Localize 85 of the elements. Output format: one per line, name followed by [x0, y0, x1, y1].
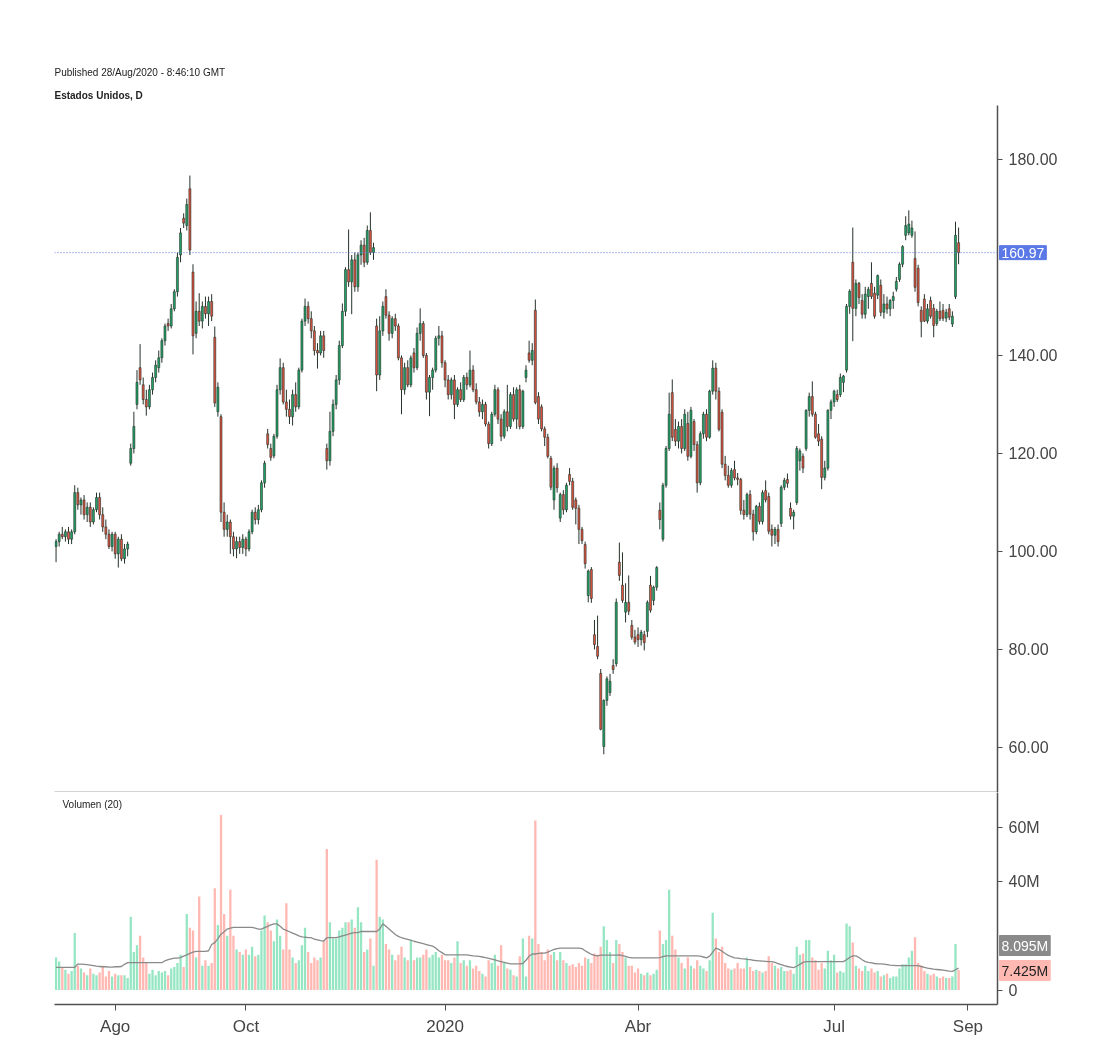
bar	[453, 957, 456, 991]
bar	[624, 957, 627, 991]
bar	[263, 915, 266, 991]
bar	[179, 954, 182, 991]
candlestick	[745, 492, 749, 518]
candlestick	[468, 350, 472, 388]
candlestick	[207, 296, 210, 327]
y-tick-label: 140.00	[1008, 347, 1058, 365]
bar	[285, 903, 288, 991]
text: Volumen (20)	[62, 798, 122, 810]
y-tick-label: 180.00	[1008, 151, 1058, 169]
bar	[400, 946, 403, 991]
candlestick	[562, 489, 565, 516]
bar	[375, 859, 378, 991]
candlestick	[110, 531, 114, 552]
candlestick	[123, 543, 126, 565]
y-tick-label: 60.00	[1008, 739, 1049, 757]
candlestick	[944, 308, 948, 323]
bar	[456, 941, 459, 991]
text: 8.095M	[1001, 937, 1049, 954]
candlestick	[235, 536, 238, 559]
bar	[677, 957, 680, 991]
y-tick-label: 0	[1008, 981, 1018, 999]
x-tick-label: Abr	[624, 1016, 652, 1036]
bar	[372, 965, 375, 991]
bar	[148, 973, 151, 991]
candlestick	[680, 418, 683, 454]
candlestick	[527, 340, 531, 364]
candlestick	[450, 376, 453, 401]
candlestick	[776, 523, 780, 548]
x-tick-label: 2020	[426, 1016, 464, 1036]
candlestick	[773, 526, 777, 545]
bar	[204, 960, 207, 991]
bar	[428, 957, 431, 991]
y-tick-label: 100.00	[1008, 543, 1058, 561]
bar	[593, 953, 596, 991]
candlestick	[863, 286, 867, 320]
y-tick-label: 60M	[1008, 818, 1040, 836]
candlestick	[907, 209, 911, 236]
x-tick-label: Sep	[952, 1016, 984, 1036]
candlestick	[117, 536, 120, 569]
bar	[957, 969, 960, 991]
bar	[789, 969, 792, 991]
candlestick	[459, 381, 462, 403]
candlestick	[204, 296, 207, 320]
candlestick	[596, 615, 599, 660]
candlestick	[941, 303, 945, 322]
bar	[369, 938, 372, 991]
bar	[898, 968, 901, 991]
candlestick	[558, 492, 562, 523]
text: 7.425M	[1001, 962, 1049, 979]
candlestick	[229, 519, 232, 555]
bar	[618, 943, 621, 991]
candlestick	[627, 574, 630, 616]
bar	[954, 943, 957, 991]
bar	[291, 957, 294, 991]
x-tick-label: Jul	[823, 1016, 845, 1036]
bar	[736, 962, 739, 991]
bar	[151, 969, 154, 991]
candlestick	[462, 374, 466, 403]
x-tick-label: Ago	[100, 1016, 131, 1036]
text: Published 28/Aug/2020 - 8:46:10 GMT	[54, 66, 226, 78]
candlestick	[82, 494, 86, 521]
y-tick-label: 80.00	[1008, 641, 1049, 659]
y-tick-label: 40M	[1008, 873, 1040, 891]
candlestick	[801, 452, 805, 474]
candlestick	[225, 514, 229, 538]
bar	[92, 973, 95, 991]
candlestick	[792, 509, 795, 530]
line-series	[55, 923, 960, 973]
bar	[425, 949, 428, 991]
candlestick	[630, 619, 634, 641]
y-tick-label: 120.00	[1008, 445, 1058, 463]
ref-line-label: 160.97	[1001, 244, 1045, 261]
candlestick	[85, 501, 89, 523]
bar	[313, 957, 316, 991]
candlestick	[677, 421, 680, 450]
candlestick	[322, 330, 325, 359]
chart-title: Estados Unidos, D	[54, 89, 143, 101]
candlestick	[210, 293, 213, 322]
candlestick	[524, 364, 528, 383]
bar	[680, 962, 683, 991]
candlestick	[406, 359, 410, 388]
x-tick-label: Oct	[232, 1016, 260, 1036]
candlestick	[938, 301, 942, 322]
